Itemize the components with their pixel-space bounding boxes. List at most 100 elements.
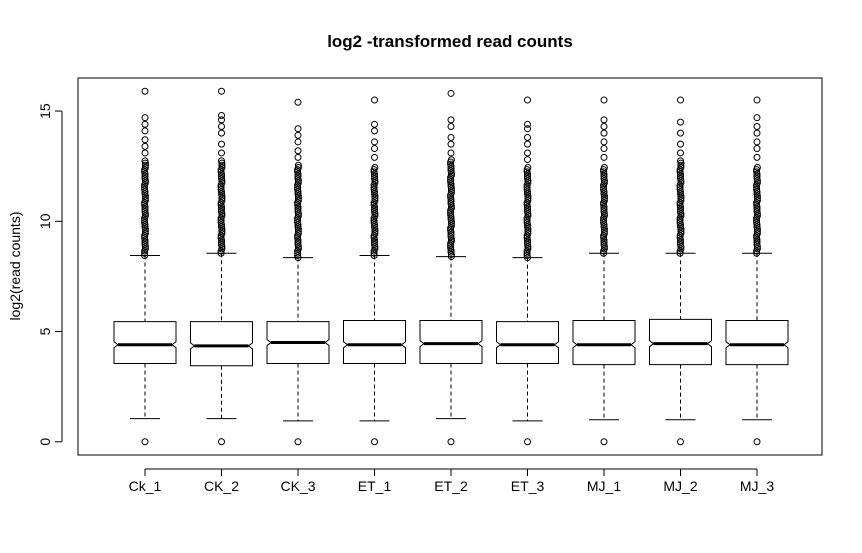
outlier-point [524, 205, 531, 213]
outlier-point [600, 216, 608, 224]
outlier-point [371, 205, 378, 213]
outlier-point [600, 238, 608, 246]
outlier-point [371, 207, 378, 215]
outlier-point [371, 172, 378, 180]
outlier-point [371, 179, 379, 187]
outlier-point [523, 218, 531, 226]
outlier-point [753, 249, 761, 257]
outlier-point [294, 196, 302, 204]
outlier-point [524, 149, 531, 157]
outlier-point [676, 201, 684, 209]
outlier-point [753, 196, 761, 204]
outlier-point [294, 190, 302, 198]
outlier-point [753, 145, 761, 153]
outlier-point [218, 87, 225, 95]
outlier-point [753, 240, 761, 248]
outlier-point [753, 438, 761, 446]
outlier-point [217, 183, 225, 191]
outlier-point [218, 116, 225, 124]
outlier-point [447, 200, 455, 208]
outlier-point [524, 120, 531, 128]
outlier-point [600, 185, 608, 193]
outlier-point [600, 218, 608, 226]
outlier-point [294, 153, 302, 161]
outlier-point [600, 229, 608, 237]
box-body [190, 321, 253, 367]
outlier-point [141, 227, 149, 235]
outlier-point [753, 179, 761, 187]
outlier-point [294, 223, 302, 231]
outlier-point [447, 116, 455, 124]
outlier-point [524, 156, 531, 164]
box-et_1 [343, 96, 406, 446]
box-body [496, 321, 559, 365]
outlier-point [753, 174, 761, 182]
outlier-point [294, 138, 302, 146]
outlier-point [677, 161, 685, 169]
outlier-point [600, 245, 608, 253]
outlier-point [447, 204, 455, 212]
outlier-point [753, 229, 761, 237]
outlier-point [600, 240, 608, 248]
outlier-point [141, 87, 149, 95]
outlier-point [370, 251, 378, 259]
outlier-point [753, 138, 761, 146]
outlier-point [141, 234, 149, 242]
box-body [343, 320, 406, 365]
box-et_3 [496, 96, 559, 446]
outlier-point [753, 129, 761, 137]
outlier-point [753, 218, 761, 226]
outlier-point [677, 163, 685, 171]
outlier-point [524, 212, 532, 220]
outlier-point [524, 227, 532, 235]
outlier-point [371, 223, 378, 231]
outlier-point [523, 185, 531, 193]
outlier-point [218, 172, 225, 180]
outlier-point [294, 229, 302, 237]
outlier-point [600, 96, 608, 104]
outlier-point [294, 179, 302, 187]
outlier-point [371, 174, 378, 182]
outlier-point [141, 240, 149, 248]
outlier-point [447, 198, 455, 206]
outlier-point [141, 127, 149, 135]
outlier-point [294, 194, 302, 202]
y-tick-label: 10 [37, 213, 53, 229]
outlier-point [447, 187, 455, 195]
box-body [113, 321, 177, 365]
outlier-point [600, 129, 608, 137]
outlier-point [294, 251, 302, 259]
outlier-point [371, 127, 378, 135]
outlier-point [600, 223, 608, 231]
outlier-point [370, 201, 378, 209]
outlier-point [218, 190, 225, 198]
x-tick-label: ET_3 [511, 478, 545, 494]
outlier-point [753, 245, 761, 253]
outlier-point [447, 140, 455, 148]
outlier-point [294, 212, 302, 220]
outlier-point [294, 185, 302, 193]
outlier-point [218, 163, 226, 171]
chart-title: log2 -transformed read counts [327, 32, 573, 51]
outlier-point [371, 438, 378, 446]
outlier-point [677, 157, 684, 165]
outlier-point [218, 179, 226, 187]
outlier-point [753, 216, 761, 224]
outlier-point [677, 96, 684, 104]
outlier-point [217, 216, 225, 224]
y-tick-label: 0 [37, 438, 53, 446]
outlier-point [753, 234, 761, 242]
outlier-point [600, 183, 608, 191]
outlier-point [218, 196, 226, 204]
outlier-point [218, 161, 226, 169]
outlier-point [218, 245, 226, 253]
outlier-point [753, 194, 761, 202]
boxes-group [113, 87, 789, 446]
outlier-point [447, 220, 455, 228]
outlier-point [600, 179, 608, 187]
outlier-point [447, 178, 455, 186]
outlier-point [524, 245, 532, 253]
outlier-point [371, 138, 378, 146]
outlier-point [753, 183, 761, 191]
